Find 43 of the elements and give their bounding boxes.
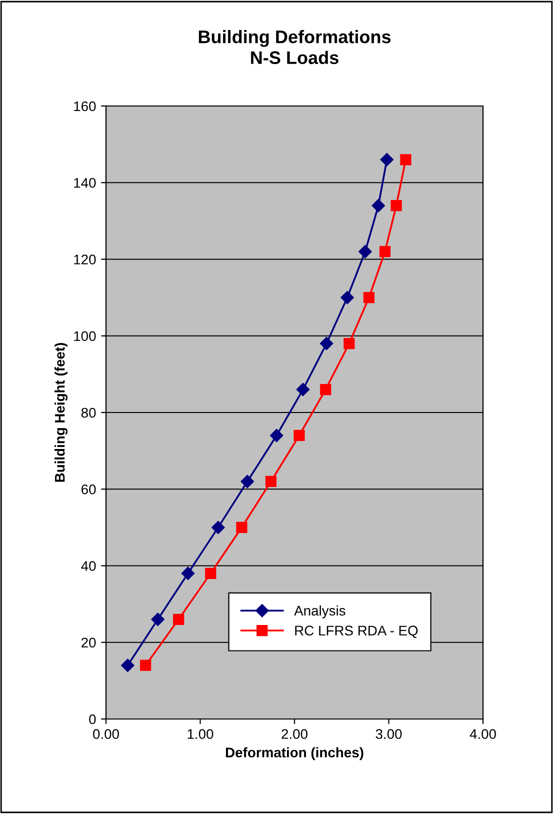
point: [363, 292, 375, 304]
y-tick-label: 80: [81, 408, 96, 418]
y-axis-title: Building Height (feet): [54, 342, 68, 482]
point: [140, 660, 152, 671]
point: [358, 245, 372, 258]
point: [344, 338, 355, 350]
x-tick-label: 1.00: [188, 729, 214, 739]
legend-label: RC LFRS RDA - EQ: [295, 626, 418, 638]
point: [296, 382, 310, 396]
point: [181, 566, 195, 580]
point: [320, 336, 334, 350]
point: [173, 614, 184, 625]
point: [320, 384, 332, 396]
point: [236, 522, 248, 533]
y-tick-label: 20: [82, 638, 96, 648]
y-tick-label: 160: [74, 101, 96, 112]
point: [379, 246, 391, 258]
y-tick-label: 40: [81, 561, 96, 571]
point: [340, 290, 354, 304]
y-tick-label: 0: [89, 714, 96, 724]
point: [240, 474, 254, 488]
x-tick-label: 3.00: [376, 729, 402, 739]
x-tick-label: 2.00: [282, 729, 308, 739]
x-tick-label: 4.00: [470, 729, 496, 739]
point: [372, 199, 385, 212]
legend-label: Analysis: [294, 605, 346, 618]
y-tick-label: 60: [82, 484, 96, 494]
point: [390, 200, 402, 212]
point: [121, 658, 134, 672]
y-tick-label: 140: [74, 178, 96, 188]
point: [294, 430, 305, 442]
point: [400, 154, 412, 166]
point: [151, 612, 164, 626]
point: [380, 153, 394, 166]
chart-title: Building Deformations N-S Loads: [198, 30, 391, 64]
x-tick-label: 0.00: [93, 729, 119, 739]
y-tick-label: 100: [74, 331, 96, 342]
point: [270, 428, 284, 442]
point: [205, 568, 216, 579]
point: [212, 520, 225, 534]
point: [265, 476, 276, 488]
y-tick-label: 120: [74, 254, 96, 264]
x-axis-title: Deformation (inches): [226, 747, 364, 760]
